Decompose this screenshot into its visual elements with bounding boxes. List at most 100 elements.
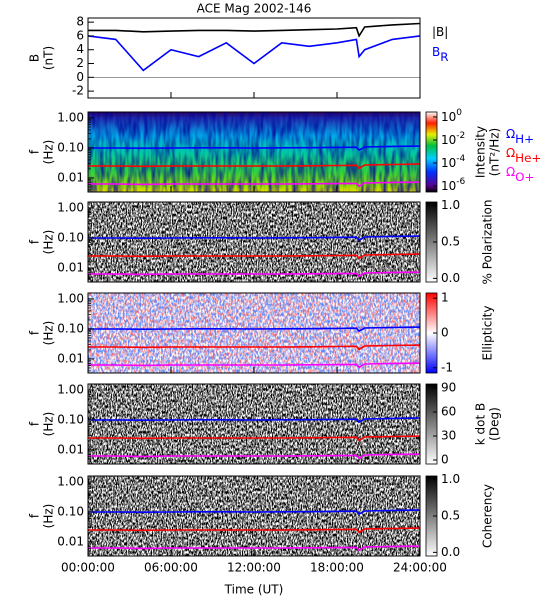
colorbar-tick-label: 0.5 — [441, 235, 460, 249]
y-axis-label: (Hz) — [42, 412, 56, 437]
colorbar — [425, 111, 438, 193]
legend-label-main: Ω — [506, 165, 515, 179]
colorbar-tick-label: 90 — [441, 381, 456, 395]
series-line — [88, 22, 420, 38]
legend-label-sub: O+ — [515, 170, 534, 184]
y-tick-label: 0.10 — [57, 504, 84, 518]
series-line — [88, 181, 420, 188]
y-tick-label: -2 — [72, 84, 84, 98]
legend-label-sub: He+ — [515, 151, 541, 165]
series-line — [88, 453, 420, 460]
legend-label: |B| — [432, 25, 448, 39]
series-line — [88, 35, 420, 72]
series-line — [88, 527, 420, 534]
y-tick-label: 6 — [76, 28, 84, 42]
legend-label-main: Ω — [506, 127, 515, 141]
legend-label: ΩH+ — [506, 127, 534, 146]
y-axis-label: (Hz) — [42, 140, 56, 165]
y-axis-label: (Hz) — [42, 504, 56, 529]
series-line — [88, 235, 420, 242]
spectrogram-texture — [88, 476, 420, 556]
y-axis-label: (nT) — [42, 46, 56, 70]
colorbar-tick-exp: 0 — [456, 107, 462, 117]
y-tick-label: 8 — [76, 15, 84, 29]
y-tick-label: 1.00 — [57, 110, 84, 124]
colorbar-tick-label: 10-4 — [441, 153, 466, 169]
y-axis-label: f — [28, 513, 42, 518]
y-tick-label: 0.10 — [57, 140, 84, 154]
legend-label-sub: R — [440, 50, 448, 64]
legend-label: ΩO+ — [506, 165, 535, 184]
series-line — [88, 145, 420, 152]
y-tick-label: 0.01 — [57, 442, 84, 456]
series-line — [88, 326, 420, 333]
series-line — [88, 435, 420, 442]
series-line — [88, 163, 420, 170]
y-tick-label: 0.01 — [57, 534, 84, 548]
colorbar-tick-base: 10 — [441, 155, 456, 169]
legend-label-main: |B| — [432, 25, 448, 39]
legend-label-main: Ω — [506, 146, 515, 160]
y-tick-label: 1.00 — [57, 291, 84, 305]
colorbar-label: (nT²/Hz) — [488, 128, 502, 176]
colorbar-tick-label: 1.0 — [441, 198, 460, 212]
colorbar-tick-label: 0 — [441, 326, 449, 340]
y-axis-label: f — [28, 330, 42, 335]
legend-label-main: B — [432, 45, 440, 59]
x-tick-label: 12:00:00 — [227, 561, 281, 575]
y-tick-label: 0.01 — [57, 351, 84, 365]
colorbar-tick-label: 0 — [441, 453, 449, 467]
x-tick-label: 24:00:00 — [393, 561, 447, 575]
y-tick-label: 2 — [76, 56, 84, 70]
y-tick-label: 1.00 — [57, 200, 84, 214]
spectrogram-texture — [88, 112, 420, 192]
colorbar-label: % Polarization — [481, 200, 495, 285]
colorbar-tick-label: 60 — [441, 405, 456, 419]
legend-label: BR — [432, 45, 449, 64]
colorbar-tick-label: 1.0 — [441, 472, 460, 486]
y-axis-label: f — [28, 149, 42, 154]
colorbar-label: k dot B — [474, 403, 488, 445]
legend-label: ΩHe+ — [506, 146, 541, 165]
colorbar-tick-label: 30 — [441, 429, 456, 443]
spectrogram-texture — [88, 202, 420, 282]
colorbar-tick-exp: -4 — [456, 153, 465, 163]
series-line — [88, 271, 420, 278]
y-tick-label: 4 — [76, 42, 84, 56]
series-line — [88, 417, 420, 424]
y-axis-label: (Hz) — [42, 230, 56, 255]
y-tick-label: 1.00 — [57, 382, 84, 396]
spectrogram-texture — [88, 384, 420, 464]
colorbar-tick-label: 1 — [441, 291, 449, 305]
series-line — [88, 344, 420, 351]
colorbar-tick-base: 10 — [441, 109, 456, 123]
y-tick-label: 0.10 — [57, 230, 84, 244]
colorbar-tick-label: 0.0 — [441, 545, 460, 559]
y-tick-label: 0.10 — [57, 321, 84, 335]
spectrogram-texture — [88, 293, 420, 373]
colorbar — [425, 383, 438, 465]
colorbar-tick-label: 100 — [441, 107, 462, 123]
series-line — [88, 362, 420, 369]
y-tick-label: 1.00 — [57, 474, 84, 488]
series-line — [88, 509, 420, 516]
y-axis-label: B — [28, 54, 42, 62]
y-axis-label: (Hz) — [42, 321, 56, 346]
colorbar-tick-base: 10 — [441, 132, 456, 146]
y-tick-label: 0 — [76, 70, 84, 84]
colorbar-label: Coherency — [481, 484, 495, 548]
series-line — [88, 545, 420, 552]
x-axis-label: Time (UT) — [224, 583, 284, 597]
colorbar-tick-base: 10 — [441, 178, 456, 192]
y-axis-label: f — [28, 421, 42, 426]
colorbar-tick-label: 0.0 — [441, 271, 460, 285]
colorbar-tick-exp: -2 — [456, 130, 465, 140]
plot-frame — [87, 17, 421, 99]
colorbar-label: Intensity — [474, 126, 488, 178]
colorbar-tick-label: 10-6 — [441, 176, 466, 192]
chart-title: ACE Mag 2002-146 — [197, 2, 312, 16]
x-tick-label: 06:00:00 — [144, 561, 198, 575]
colorbar-tick-label: 10-2 — [441, 130, 465, 146]
colorbar-label: (Deg) — [488, 407, 502, 441]
